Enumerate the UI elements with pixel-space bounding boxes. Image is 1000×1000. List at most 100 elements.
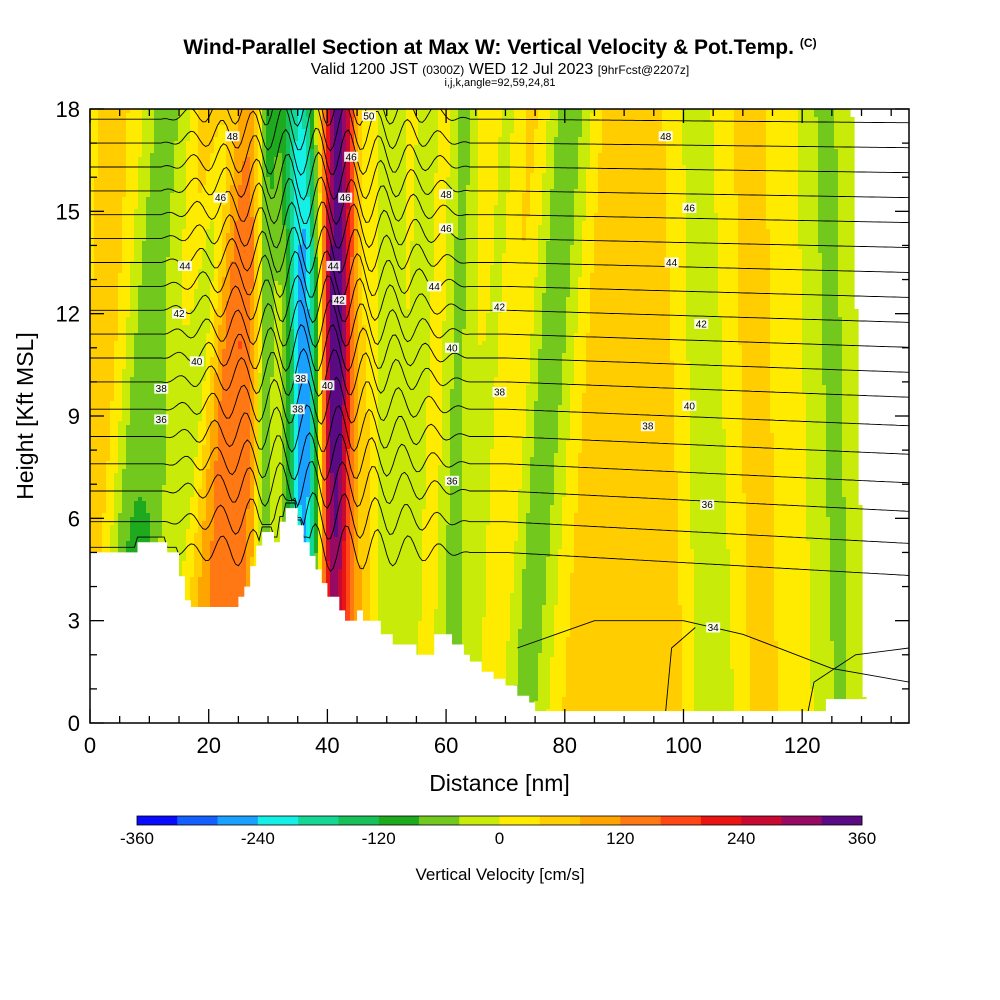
w-cell [314, 113, 319, 118]
w-cell [286, 321, 291, 326]
w-cell [578, 285, 591, 290]
w-cell [198, 269, 215, 274]
w-cell [262, 473, 271, 478]
w-cell [142, 109, 155, 114]
w-cell [122, 265, 131, 270]
w-cell [282, 373, 287, 378]
w-cell [222, 321, 227, 326]
w-cell [766, 129, 799, 134]
w-cell [562, 389, 571, 394]
w-cell [350, 189, 355, 194]
w-cell [490, 269, 503, 274]
w-cell [346, 181, 351, 186]
w-cell [770, 361, 803, 366]
w-cell [450, 141, 459, 146]
w-cell [346, 241, 351, 246]
w-cell [270, 453, 283, 458]
w-cell [122, 241, 135, 246]
w-cell [306, 293, 311, 298]
w-cell [522, 437, 535, 442]
w-cell [290, 393, 295, 398]
w-cell [710, 117, 735, 122]
w-cell [318, 473, 323, 478]
w-cell [258, 173, 263, 178]
w-cell [770, 273, 803, 278]
w-cell [350, 185, 355, 190]
w-cell [294, 245, 299, 250]
w-cell [250, 389, 255, 394]
w-cell [670, 273, 687, 278]
w-cell [578, 321, 591, 326]
w-cell [138, 297, 167, 302]
w-cell [450, 393, 463, 398]
w-cell [294, 165, 307, 170]
w-cell [522, 209, 531, 214]
w-cell [378, 429, 427, 434]
w-cell [230, 209, 239, 214]
w-cell [322, 401, 327, 406]
w-cell [378, 241, 407, 246]
w-cell [294, 281, 299, 286]
w-cell [258, 221, 263, 226]
w-cell [134, 349, 167, 354]
w-cell [182, 285, 199, 290]
w-cell [582, 245, 595, 250]
w-cell [498, 145, 511, 150]
w-cell [290, 165, 295, 170]
w-cell [150, 169, 175, 174]
w-cell [526, 417, 535, 422]
w-cell [262, 205, 283, 210]
w-cell [674, 457, 691, 462]
w-cell [218, 293, 223, 298]
w-cell [410, 245, 435, 250]
w-cell [330, 333, 343, 338]
w-cell [262, 257, 287, 262]
w-cell [418, 113, 439, 118]
w-cell [462, 429, 495, 434]
w-cell [270, 409, 283, 414]
w-cell [270, 433, 283, 438]
w-cell [166, 369, 207, 374]
w-cell [298, 385, 311, 390]
w-cell [314, 133, 319, 138]
w-cell [314, 445, 319, 450]
w-cell [310, 361, 315, 366]
w-cell [662, 109, 683, 114]
w-cell [218, 277, 223, 282]
w-cell [542, 221, 551, 226]
w-cell [358, 229, 363, 234]
w-cell [378, 313, 431, 318]
w-cell [478, 273, 491, 278]
w-cell [314, 281, 319, 286]
w-cell [354, 237, 359, 242]
w-cell [110, 437, 119, 442]
w-cell [802, 353, 823, 358]
w-cell [318, 205, 323, 210]
w-cell [418, 141, 439, 146]
w-cell [738, 209, 767, 214]
w-cell [358, 473, 371, 478]
w-cell [838, 301, 855, 306]
w-cell [834, 129, 855, 134]
w-cell [342, 405, 347, 410]
w-cell [282, 441, 287, 446]
w-cell [458, 233, 467, 238]
w-cell [358, 409, 367, 414]
w-cell [126, 137, 143, 142]
w-cell [534, 417, 559, 422]
w-cell [118, 425, 127, 430]
w-cell [354, 113, 359, 118]
w-cell [430, 373, 443, 378]
w-cell [166, 413, 203, 418]
w-cell [310, 241, 315, 246]
w-cell [378, 237, 407, 242]
w-cell [450, 389, 463, 394]
w-cell [286, 165, 291, 170]
w-cell [462, 453, 491, 458]
w-cell [250, 397, 255, 402]
w-cell [234, 237, 255, 242]
w-cell [450, 437, 463, 442]
w-cell [346, 189, 351, 194]
w-cell [586, 389, 675, 394]
w-cell [578, 317, 591, 322]
